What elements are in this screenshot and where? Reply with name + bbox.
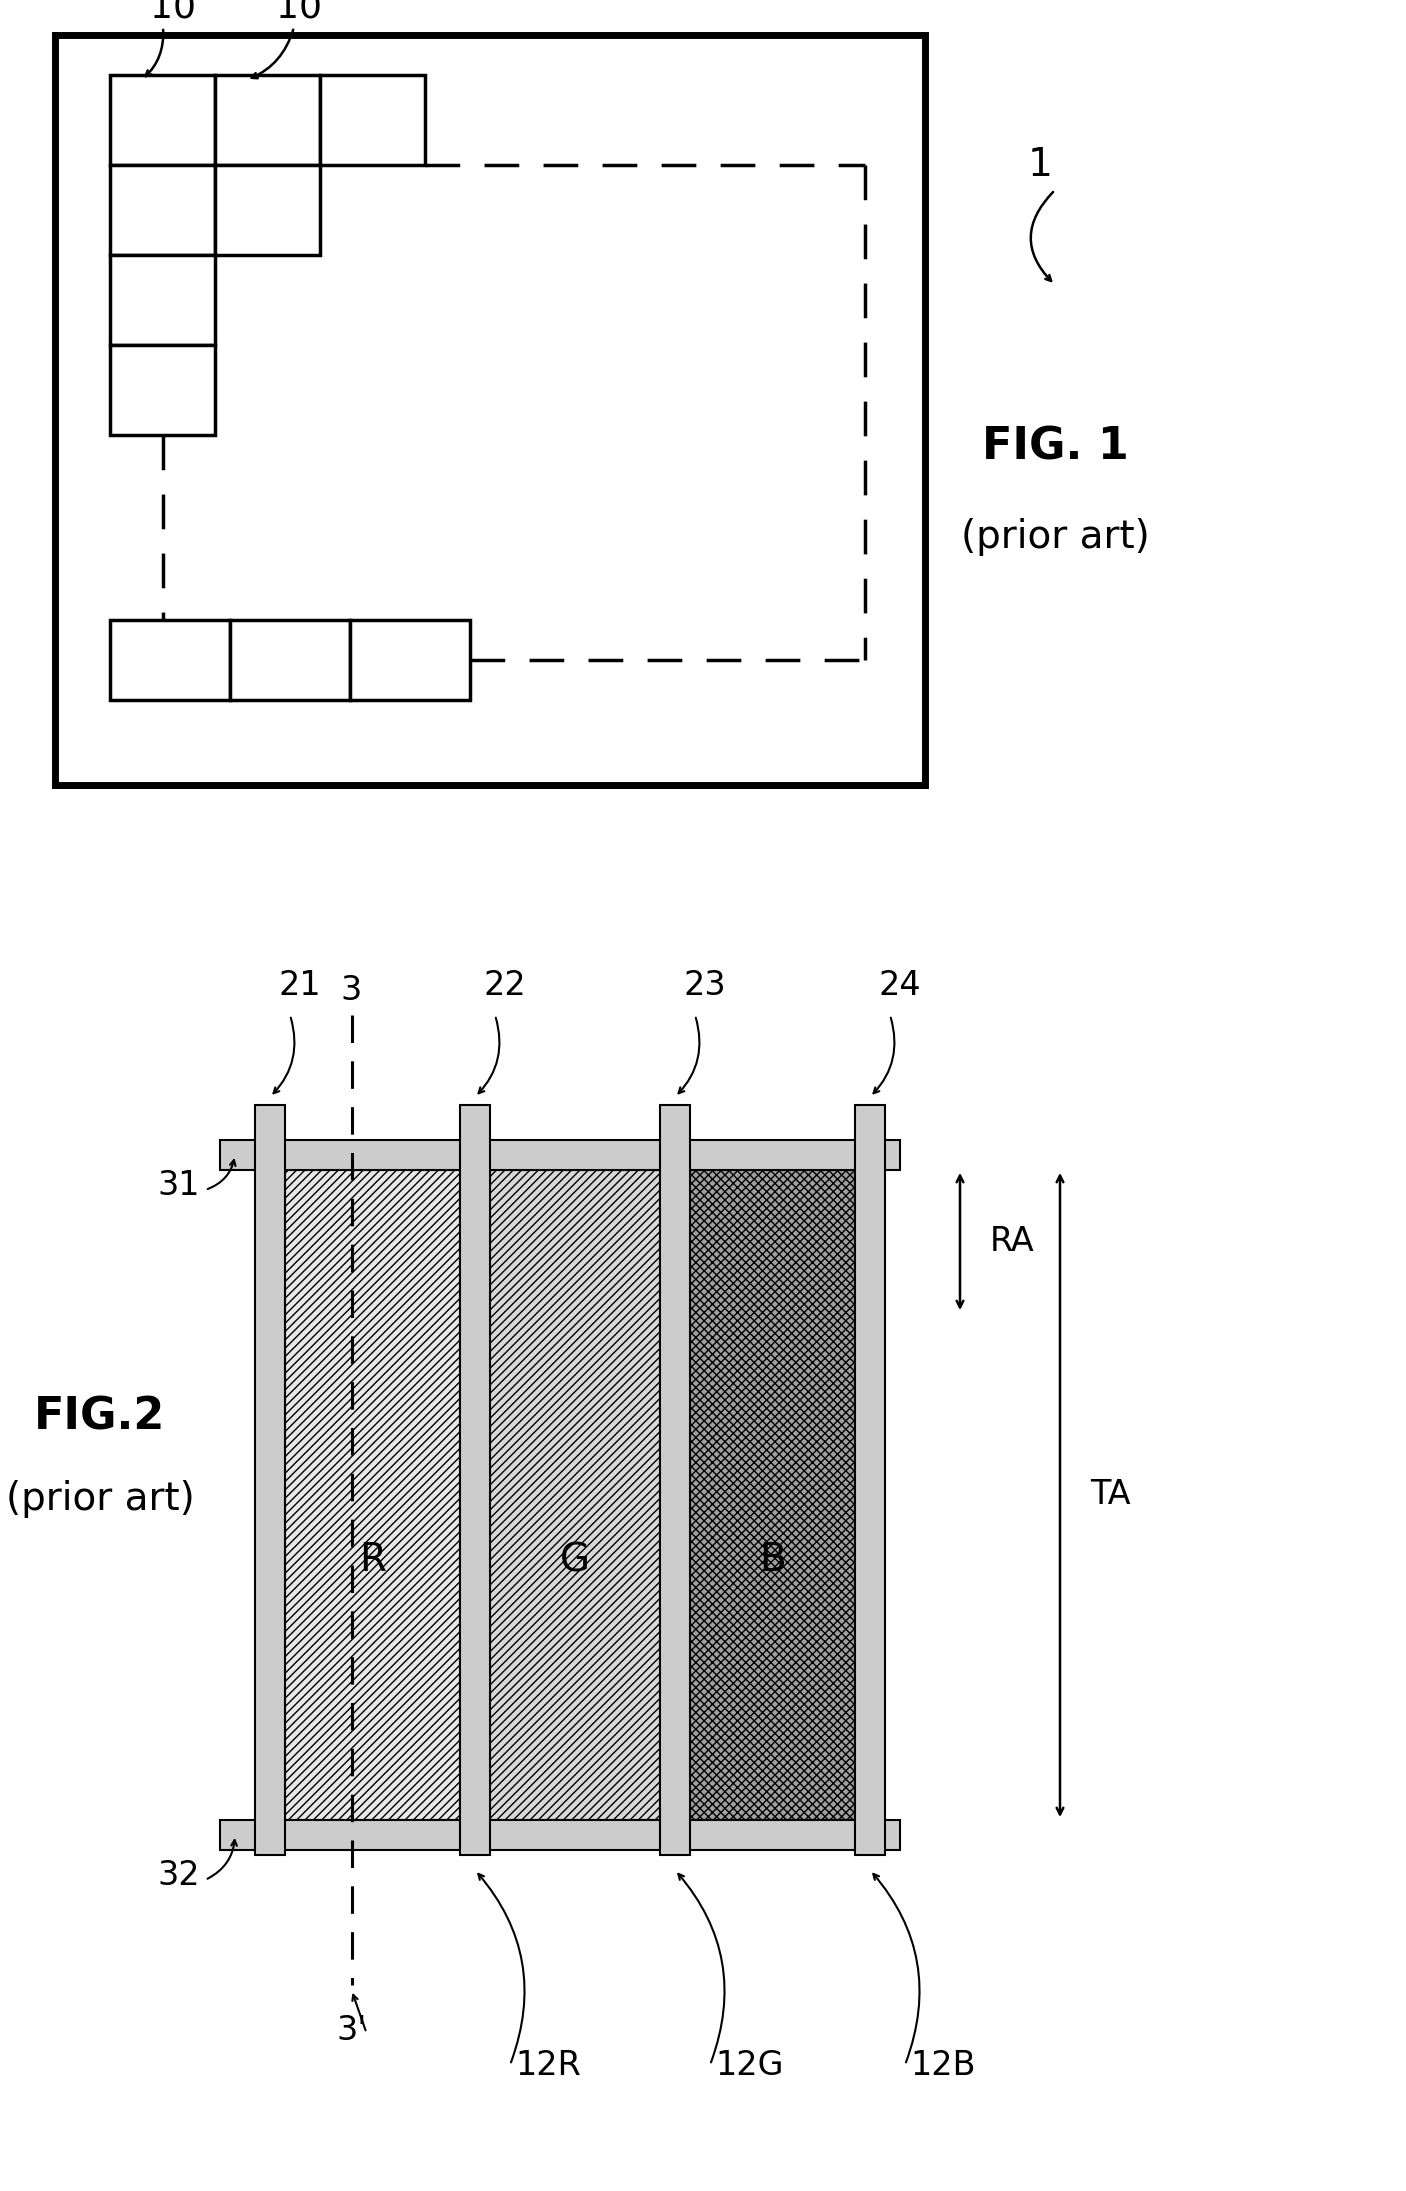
Bar	[254, 1104, 285, 1856]
Bar	[659, 1104, 690, 1856]
Bar	[219, 1139, 900, 1170]
Bar	[215, 164, 321, 254]
Bar	[855, 1104, 884, 1856]
Bar	[285, 1170, 460, 1821]
Text: 21: 21	[278, 968, 322, 1001]
Text: 22: 22	[484, 968, 526, 1001]
Text: 10: 10	[150, 0, 195, 24]
Text: 3': 3'	[336, 2014, 367, 2046]
Bar	[321, 74, 425, 164]
Bar	[55, 35, 925, 784]
Text: R: R	[359, 1540, 387, 1580]
Text: 12R: 12R	[515, 2049, 581, 2081]
Text: 23: 23	[683, 968, 727, 1001]
Text: (prior art): (prior art)	[960, 519, 1149, 557]
Text: 12B: 12B	[910, 2049, 976, 2081]
Text: G: G	[560, 1540, 591, 1580]
Bar	[110, 164, 215, 254]
Bar	[690, 1170, 855, 1821]
Bar	[491, 1170, 659, 1821]
Text: RA: RA	[990, 1225, 1035, 1258]
Text: 31: 31	[157, 1170, 200, 1203]
Bar	[215, 74, 321, 164]
Text: FIG. 1: FIG. 1	[981, 425, 1129, 469]
Text: B: B	[759, 1540, 786, 1580]
Text: 24: 24	[879, 968, 921, 1001]
Text: 10: 10	[276, 0, 322, 24]
Bar	[110, 74, 215, 164]
Text: 12G: 12G	[716, 2049, 783, 2081]
Bar	[110, 254, 215, 344]
Text: FIG.2: FIG.2	[34, 1396, 166, 1439]
Text: 3: 3	[340, 975, 363, 1008]
Bar	[110, 344, 215, 436]
Text: TA: TA	[1090, 1479, 1130, 1512]
Text: 32: 32	[157, 1858, 200, 1893]
Bar	[460, 1104, 491, 1856]
Bar	[110, 620, 231, 699]
Bar	[231, 620, 350, 699]
Text: (prior art): (prior art)	[6, 1479, 194, 1518]
Bar	[350, 620, 470, 699]
Text: 1: 1	[1028, 147, 1053, 184]
Bar	[219, 1821, 900, 1849]
